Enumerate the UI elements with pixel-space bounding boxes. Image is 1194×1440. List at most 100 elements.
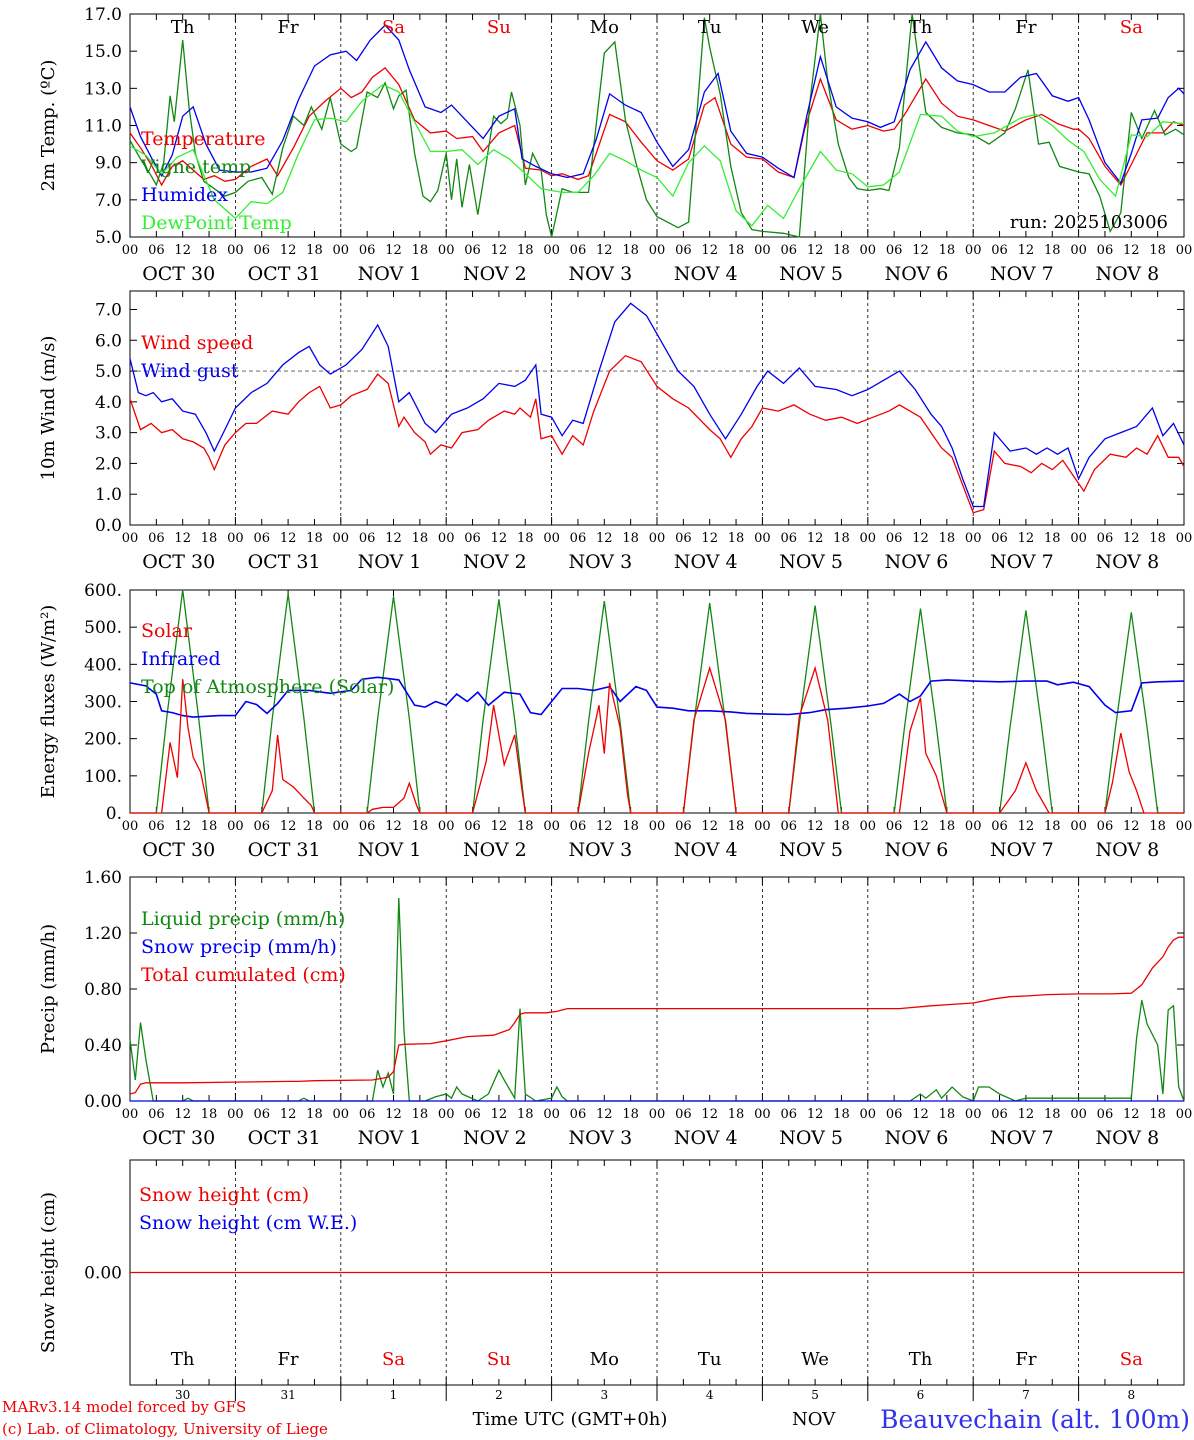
date-label: NOV 2 xyxy=(463,1127,527,1149)
hour-tick-label: 12 xyxy=(174,243,191,258)
weekday-label: Th xyxy=(171,17,195,38)
hour-tick-label: 06 xyxy=(991,531,1008,546)
weekday-label: Th xyxy=(171,1349,195,1370)
hour-tick-label: 00 xyxy=(122,531,139,546)
hour-tick-label: 00 xyxy=(438,243,455,258)
hour-tick-label: 12 xyxy=(1018,531,1035,546)
date-label: OCT 31 xyxy=(248,551,321,573)
energy-series-infrared xyxy=(129,676,1185,718)
hour-tick-label: 18 xyxy=(517,531,534,546)
hour-tick-label: 18 xyxy=(833,819,850,834)
date-label: NOV 7 xyxy=(990,263,1054,285)
hour-tick-label: 00 xyxy=(965,531,982,546)
hour-tick-label: 18 xyxy=(201,243,218,258)
legend-item: Solar xyxy=(141,620,193,642)
date-label: NOV 2 xyxy=(463,551,527,573)
temperature-series-vigne-temp xyxy=(129,13,1185,238)
hour-tick-label: 12 xyxy=(385,243,402,258)
y-tick-label: 0.00 xyxy=(84,1264,122,1284)
hour-tick-label: 00 xyxy=(754,1107,771,1122)
hour-tick-label: 00 xyxy=(333,819,350,834)
legend-item: Top of Atmosphere (Solar) xyxy=(141,676,394,698)
energy-series-top-of-atmosphere-solar- xyxy=(130,589,1184,814)
y-tick-label: 0.0 xyxy=(95,516,122,536)
date-label: NOV 3 xyxy=(568,551,632,573)
hour-tick-label: 06 xyxy=(991,243,1008,258)
date-label: NOV 8 xyxy=(1095,263,1159,285)
weekday-label: We xyxy=(801,1349,829,1370)
hour-tick-label: 18 xyxy=(306,1107,323,1122)
y-tick-label: 9.0 xyxy=(95,154,122,174)
hour-tick-label: 18 xyxy=(1149,243,1166,258)
day-number-label: 1 xyxy=(390,1388,398,1402)
hour-tick-label: 00 xyxy=(1070,531,1087,546)
hour-tick-label: 06 xyxy=(148,1107,165,1122)
legend-item: Wind speed xyxy=(141,332,253,354)
footer: MARv3.14 model forced by GFS (c) Lab. of… xyxy=(2,1398,1190,1438)
y-tick-label: 0. xyxy=(106,804,122,824)
y-tick-label: 7.0 xyxy=(95,300,122,320)
legend-item: Snow height (cm) xyxy=(139,1184,309,1206)
hour-tick-label: 06 xyxy=(886,243,903,258)
date-label: OCT 30 xyxy=(142,551,215,573)
hour-tick-label: 12 xyxy=(280,531,297,546)
weekday-label: Su xyxy=(487,1349,511,1370)
hour-tick-label: 12 xyxy=(1018,243,1035,258)
weekday-label: Tu xyxy=(698,1349,722,1370)
legend-item: Snow height (cm W.E.) xyxy=(139,1212,357,1234)
hour-tick-label: 12 xyxy=(912,1107,929,1122)
hour-tick-label: 06 xyxy=(253,243,270,258)
hour-tick-label: 18 xyxy=(306,531,323,546)
date-label: NOV 3 xyxy=(568,263,632,285)
hour-tick-label: 12 xyxy=(1123,531,1140,546)
hour-tick-label: 06 xyxy=(675,819,692,834)
station-label: Beauvechain (alt. 100m) xyxy=(880,1405,1190,1434)
hour-tick-label: 06 xyxy=(570,819,587,834)
hour-tick-label: 00 xyxy=(543,531,560,546)
hour-tick-label: 18 xyxy=(939,243,956,258)
hour-tick-label: 12 xyxy=(807,819,824,834)
hour-tick-label: 18 xyxy=(517,1107,534,1122)
date-label: NOV 5 xyxy=(779,839,843,861)
hour-tick-label: 06 xyxy=(675,531,692,546)
hour-tick-label: 00 xyxy=(860,819,877,834)
weekday-label: Th xyxy=(909,17,933,38)
hour-tick-label: 12 xyxy=(1123,819,1140,834)
y-tick-label: 5.0 xyxy=(95,228,122,248)
y-tick-label: 11.0 xyxy=(84,117,122,137)
y-tick-label: 4.0 xyxy=(95,393,122,413)
date-label: NOV 7 xyxy=(990,551,1054,573)
lab-credit: (c) Lab. of Climatology, University of L… xyxy=(2,1420,328,1438)
temperature-series-humidex xyxy=(129,24,1185,185)
day-number-label: 6 xyxy=(917,1388,925,1402)
day-number-label: 31 xyxy=(280,1388,295,1402)
y-tick-label: 100. xyxy=(84,767,122,787)
y-tick-label: 1.60 xyxy=(84,868,122,888)
hour-tick-label: 12 xyxy=(596,531,613,546)
date-label: NOV 4 xyxy=(674,551,738,573)
hour-tick-label: 00 xyxy=(438,819,455,834)
hour-tick-label: 00 xyxy=(543,819,560,834)
date-label: NOV 6 xyxy=(885,839,949,861)
hour-tick-label: 06 xyxy=(359,819,376,834)
hour-tick-label: 06 xyxy=(253,531,270,546)
hour-tick-label: 00 xyxy=(227,531,244,546)
y-tick-label: 5.0 xyxy=(95,362,122,382)
hour-tick-label: 12 xyxy=(912,243,929,258)
weekday-label: Sa xyxy=(1120,17,1143,38)
y-tick-label: 0.00 xyxy=(84,1092,122,1112)
hour-tick-label: 12 xyxy=(596,819,613,834)
energy-frame xyxy=(129,589,1185,814)
snow-panel: 0.00 Snow height (cm) Snow height (cm) Snow… xyxy=(38,1159,1185,1402)
y-tick-label: 500. xyxy=(84,618,122,638)
hour-tick-label: 18 xyxy=(1149,819,1166,834)
day-number-label: 8 xyxy=(1127,1388,1135,1402)
hour-tick-label: 06 xyxy=(1097,819,1114,834)
date-label: OCT 31 xyxy=(248,263,321,285)
y-tick-label: 2.0 xyxy=(95,454,122,474)
legend-item: Total cumulated (cm) xyxy=(141,964,346,986)
day-number-label: 5 xyxy=(811,1388,819,1402)
date-label: NOV 2 xyxy=(463,839,527,861)
weekday-label: Fr xyxy=(278,1349,299,1370)
hour-tick-label: 18 xyxy=(412,819,429,834)
